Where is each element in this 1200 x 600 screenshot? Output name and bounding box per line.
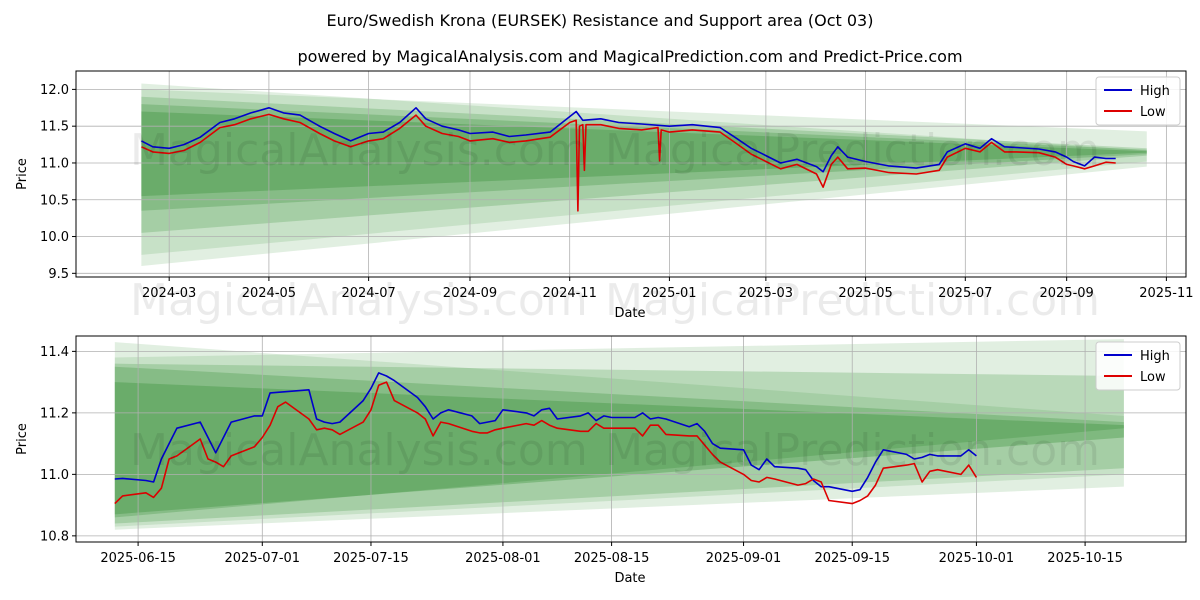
x-tick-label-6: 2025-09-15 [814, 551, 890, 566]
x-tick-label-0: 2025-06-15 [100, 551, 176, 566]
series-high-line [141, 107, 1116, 173]
legend-label-low: Low [1140, 370, 1166, 385]
watermark-left-mid: MagicalAnalysis.com [130, 275, 588, 326]
band-1 [114, 339, 1124, 527]
band-0 [114, 342, 1124, 530]
bottom-chart-panel: 2025-06-15 2025-07-01 2025-07-15 2025-08-01… [15, 335, 1187, 586]
watermark-right-top: MagicalPrediction.com [605, 125, 1100, 176]
legend-label-high: High [1140, 84, 1170, 99]
band-2 [114, 363, 1124, 524]
series-low-line [114, 381, 978, 505]
band-1 [141, 89, 1147, 255]
x-tick-label-7: 2025-05 [838, 286, 892, 301]
x-axis-label: Date [614, 306, 645, 321]
x-tick-label-4: 2024-11 [543, 286, 597, 301]
y-tick-label-0: 9.5 [48, 267, 69, 282]
y-axis-label: Price [15, 158, 30, 190]
watermark-left-bottom: MagicalAnalysis.com [130, 425, 588, 476]
series-lines [114, 372, 978, 505]
series-low-line [141, 113, 1116, 212]
watermark-left-top: MagicalAnalysis.com [130, 125, 588, 176]
x-tick-label-8: 2025-07 [938, 286, 992, 301]
watermarks: MagicalAnalysis.com MagicalPrediction.co… [130, 125, 1100, 476]
x-tick-label-5: 2025-01 [642, 286, 696, 301]
band-2 [141, 96, 1147, 233]
grid [76, 336, 1186, 542]
y-tick-label-2: 11.2 [40, 406, 69, 421]
band-0 [141, 83, 1147, 266]
x-tick-label-3: 2024-09 [443, 286, 497, 301]
x-tick-label-1: 2025-07-01 [225, 551, 301, 566]
support-resistance-bands [114, 339, 1124, 530]
support-resistance-bands [141, 83, 1147, 266]
plot-frame [75, 335, 1187, 543]
legend-label-low: Low [1140, 105, 1166, 120]
band-3 [141, 104, 1147, 211]
chart-title: Euro/Swedish Krona (EURSEK) Resistance a… [327, 11, 874, 30]
band-3 [114, 366, 1124, 518]
x-tick-label-8: 2025-10-15 [1047, 551, 1123, 566]
x-tick-label-9: 2025-09 [1039, 286, 1093, 301]
x-tick-label-1: 2024-05 [242, 286, 296, 301]
watermark-right-bottom: MagicalPrediction.com [605, 425, 1100, 476]
x-tick-label-5: 2025-09-01 [706, 551, 782, 566]
x-tick-label-7: 2025-10-01 [939, 551, 1015, 566]
y-tick-label-1: 10.0 [40, 230, 69, 245]
x-tick-label-4: 2025-08-15 [574, 551, 650, 566]
top-chart-panel: 2024-03 2024-05 2024-07 2024-09 2024-11 2025-… [15, 70, 1194, 321]
series-lines [141, 107, 1116, 212]
y-tick-label-3: 11.0 [40, 156, 69, 171]
series-high-line [114, 372, 977, 493]
x-tick-label-2: 2024-07 [341, 286, 395, 301]
chart-subtitle: powered by MagicalAnalysis.com and Magic… [297, 47, 962, 66]
y-tick-label-3: 11.4 [40, 345, 69, 360]
y-tick-label-5: 12.0 [40, 83, 69, 98]
watermark-right-mid: MagicalPrediction.com [605, 275, 1100, 326]
x-tick-label-3: 2025-08-01 [465, 551, 541, 566]
y-tick-label-1: 11.0 [40, 468, 69, 483]
grid [76, 71, 1186, 277]
x-tick-label-0: 2024-03 [142, 286, 196, 301]
x-tick-label-6: 2025-03 [739, 286, 793, 301]
y-axis-label: Price [15, 423, 30, 455]
x-axis-label: Date [614, 571, 645, 586]
legend: High Low [1095, 76, 1181, 126]
legend: High Low [1095, 341, 1181, 391]
y-tick-label-2: 10.5 [40, 193, 69, 208]
x-tick-label-2: 2025-07-15 [333, 551, 409, 566]
legend-label-high: High [1140, 349, 1170, 364]
plot-frame [75, 70, 1187, 278]
y-tick-label-4: 11.5 [40, 120, 69, 135]
y-tick-label-0: 10.8 [40, 529, 69, 544]
x-tick-label-10: 2025-11 [1139, 286, 1193, 301]
